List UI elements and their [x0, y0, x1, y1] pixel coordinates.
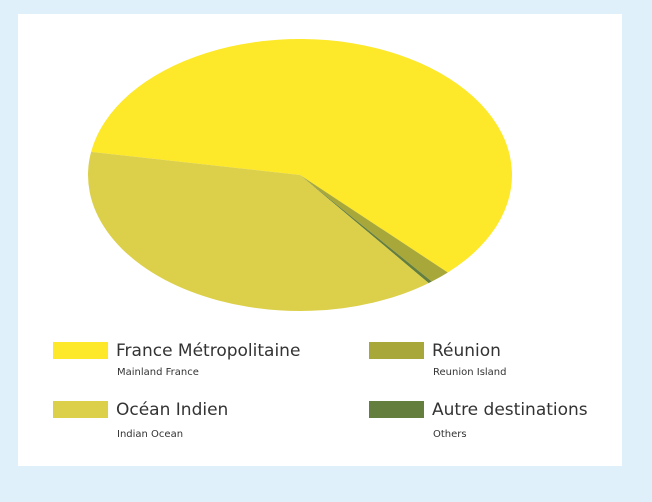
pie-slice [87, 151, 429, 311]
legend-swatch [53, 401, 108, 418]
legend-label: France Métropolitaine [116, 341, 300, 361]
legend-label: Océan Indien [116, 400, 228, 420]
pie-slice [300, 175, 448, 282]
legend-sublabel: Others [433, 429, 467, 440]
legend-label: Réunion [432, 341, 501, 361]
legend-sublabel: Reunion Island [433, 367, 507, 378]
legend-label: Autre destinations [432, 400, 588, 420]
legend-sublabel: Mainland France [117, 367, 199, 378]
legend-swatch [369, 401, 424, 418]
legend-swatch [53, 342, 108, 359]
legend-swatch [369, 342, 424, 359]
pie-slice [91, 39, 512, 273]
legend-sublabel: Indian Ocean [117, 429, 183, 440]
pie-slice [300, 175, 432, 284]
